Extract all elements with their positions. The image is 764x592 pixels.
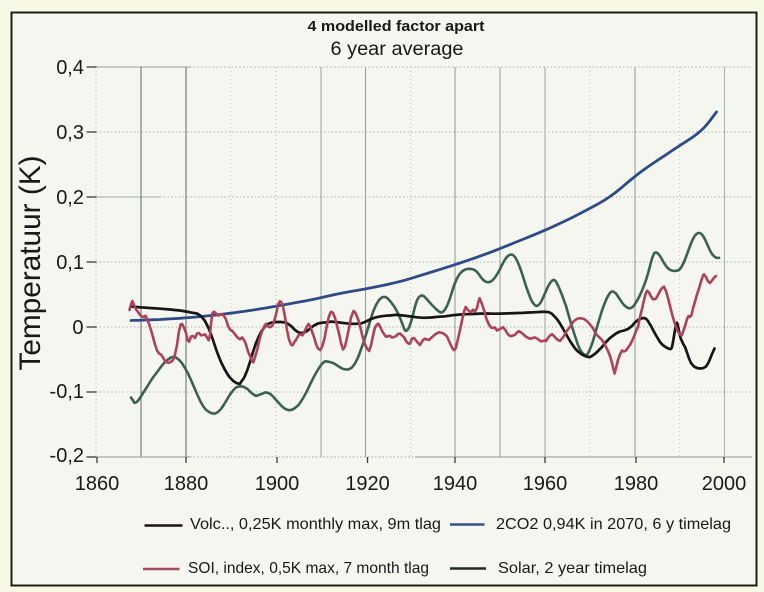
svg-text:0,3: 0,3 — [56, 122, 84, 144]
svg-text:1940: 1940 — [433, 473, 478, 495]
svg-text:0: 0 — [72, 317, 83, 339]
svg-text:1980: 1980 — [614, 473, 659, 495]
svg-text:6 year average: 6 year average — [331, 39, 464, 60]
svg-text:1880: 1880 — [164, 473, 209, 495]
svg-text:2CO2 0,94K in 2070, 6 y timela: 2CO2 0,94K in 2070, 6 y timelag — [496, 516, 731, 533]
svg-text:1860: 1860 — [75, 473, 120, 495]
svg-text:2000: 2000 — [702, 473, 747, 495]
svg-text:0,1: 0,1 — [56, 252, 84, 274]
svg-text:Temperatuur (K): Temperatuur (K) — [14, 156, 47, 371]
svg-text:-0,2: -0,2 — [50, 445, 84, 467]
svg-text:-0,1: -0,1 — [50, 381, 84, 403]
svg-text:1920: 1920 — [345, 473, 390, 495]
svg-text:0,4: 0,4 — [56, 57, 84, 79]
svg-text:1960: 1960 — [523, 473, 568, 495]
svg-text:Volc.., 0,25K monthly max, 9m: Volc.., 0,25K monthly max, 9m tlag — [190, 516, 441, 533]
svg-text:1900: 1900 — [255, 473, 300, 495]
svg-text:4 modelled factor apart: 4 modelled factor apart — [308, 18, 485, 35]
svg-text:Solar, 2 year timelag: Solar, 2 year timelag — [498, 560, 647, 577]
svg-text:SOI, index, 0,5K max, 7 month: SOI, index, 0,5K max, 7 month tlag — [188, 560, 429, 577]
svg-text:0,2: 0,2 — [56, 187, 84, 209]
